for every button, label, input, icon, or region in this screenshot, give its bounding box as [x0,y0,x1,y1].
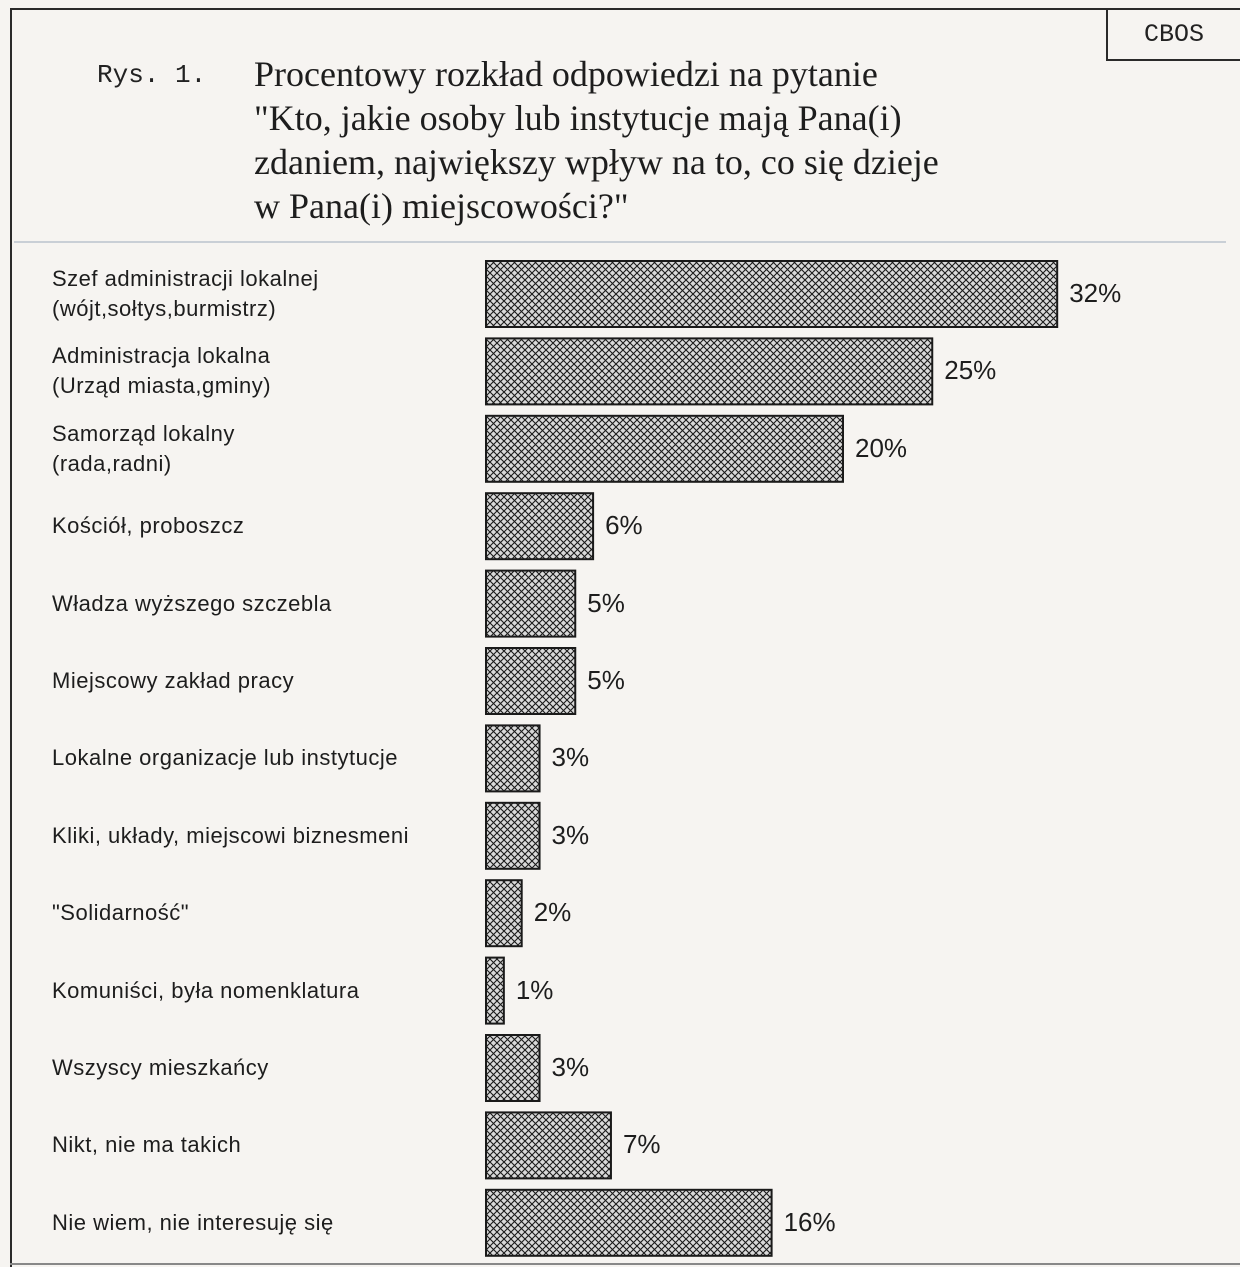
category-label: Samorząd lokalny (rada,radni) [52,419,482,479]
value-label: 20% [855,432,908,463]
bar [485,879,523,948]
bars-group [485,260,1059,1257]
category-label-line: (Urząd miasta,gminy) [52,373,272,399]
value-label: 3% [551,742,590,773]
category-label-line: Szef administracji lokalnej [52,266,319,291]
category-label: Komuniści, była nomenklatura [52,976,482,1006]
category-label: Administracja lokalna (Urząd miasta,gminy… [52,341,482,401]
frame-border-left [10,8,12,1267]
bar [485,492,595,561]
value-label: 25% [944,355,997,386]
category-label-line: Nie wiem, nie interesuję się [52,1209,334,1235]
title-line: "Kto, jakie osoby lub instytucje mają Pa… [254,98,902,138]
category-label-line: "Solidarność" [52,900,190,926]
bar [485,260,1059,328]
bar [485,414,844,483]
bar [485,956,505,1025]
category-label: Kliki, układy, miejscowi biznesmeni [52,821,482,851]
category-label-line: Wszyscy mieszkańcy [52,1055,269,1080]
bar [485,337,934,406]
title-line: w Pana(i) miejscowości?" [254,186,629,226]
category-label: Kościół, proboszcz [52,511,482,541]
source-tag: CBOS [1106,10,1240,61]
frame-border-top [10,8,1240,10]
value-label: 6% [605,510,643,541]
category-label-line: Nikt, nie ma takich [52,1132,242,1158]
value-label: 3% [551,819,590,850]
bar [485,569,577,638]
category-label: "Solidarność" [52,898,482,928]
bar [485,647,577,715]
value-label: 5% [587,587,625,618]
bar [485,1188,773,1257]
bar [485,801,541,870]
category-label-line: Komuniści, była nomenklatura [52,977,360,1003]
category-label: Władza wyższego szczebla [52,589,482,619]
value-label: 3% [551,1052,590,1082]
bar [485,1111,612,1180]
category-label-line: Miejscowy zakład pracy [52,668,295,693]
figure-label: Rys. 1. [97,60,207,90]
category-label-line: Kliki, układy, miejscowi biznesmeni [52,822,409,848]
value-label: 1% [515,974,554,1005]
bar [485,724,541,793]
category-label: Lokalne organizacje lub instytucje [52,743,482,773]
category-label-line: (rada,radni) [52,450,172,476]
value-label: 32% [1069,278,1122,308]
chart-title: Procentowy rozkład odpowiedzi na pytanie… [254,52,1094,228]
title-line: Procentowy rozkład odpowiedzi na pytanie [254,54,878,94]
category-label: Szef administracji lokalnej (wójt,sołtys,… [52,264,482,324]
category-label-line: Kościół, proboszcz [52,513,245,539]
category-label: Nikt, nie ma takich [52,1130,482,1160]
category-label-line: (wójt,sołtys,burmistrz) [52,296,277,321]
category-label: Nie wiem, nie interesuję się [52,1208,482,1238]
category-label: Miejscowy zakład pracy [52,666,482,696]
value-label: 7% [622,1129,661,1160]
value-label: 16% [783,1206,836,1237]
category-label: Wszyscy mieszkańcy [52,1053,482,1083]
frame-border-bottom [10,1263,1240,1265]
category-label-line: Samorząd lokalny [52,420,235,446]
title-line: zdaniem, największy wpływ na to, co się … [254,142,939,182]
title-divider [14,241,1226,243]
category-label-line: Administracja lokalna [52,343,271,369]
category-label-line: Lokalne organizacje lub instytucje [52,745,398,771]
category-label-line: Władza wyższego szczebla [52,590,332,616]
value-label: 2% [533,897,572,928]
value-label: 5% [587,665,625,695]
bar [485,1034,541,1102]
